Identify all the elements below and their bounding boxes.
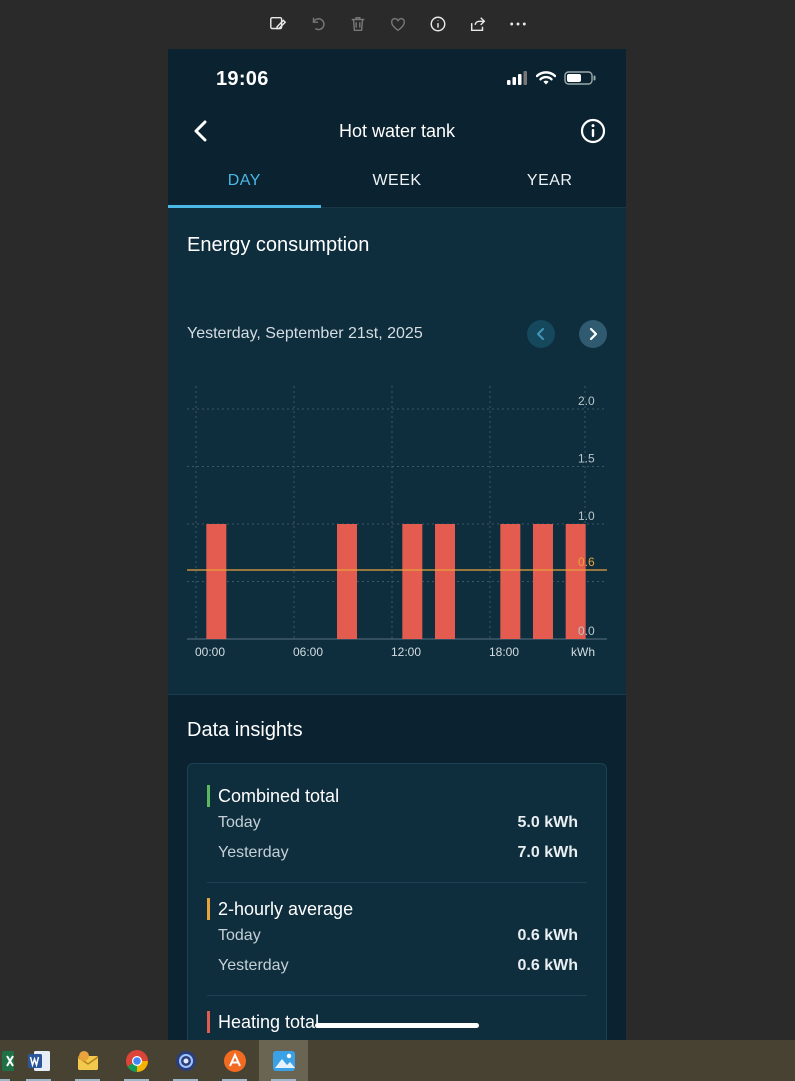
- edit-image-icon[interactable]: [267, 13, 289, 35]
- x-tick-label: 06:00: [293, 645, 323, 659]
- tab-day[interactable]: DAY: [168, 159, 321, 208]
- insight-group-2-hourly-average: 2-hourly average Today 0.6 kWh Yesterday…: [207, 897, 587, 981]
- rotate-icon[interactable]: [307, 13, 329, 35]
- chart-bar: [533, 524, 553, 639]
- insight-group-title: 2-hourly average: [218, 898, 354, 919]
- insight-row: Today 5.0 kWh: [207, 808, 587, 838]
- next-day-button[interactable]: [579, 320, 607, 348]
- divider: [207, 995, 587, 996]
- status-time: 19:06: [216, 68, 269, 90]
- battery-icon: [564, 71, 596, 85]
- energy-consumption-panel: Energy consumption Yesterday, September …: [168, 208, 626, 695]
- outlook-icon[interactable]: [63, 1040, 112, 1081]
- insight-group-title: Heating total: [218, 1011, 320, 1032]
- period-tabs: DAY WEEK YEAR: [168, 159, 626, 208]
- energy-chart: 0.6 0.0 1.0 1.5 2.0 00:00 06:00 12:00 18:00 kWh: [187, 386, 607, 659]
- chevron-left-icon: [194, 120, 207, 142]
- insight-group-title: Combined total: [218, 785, 340, 806]
- wifi-icon: [536, 71, 556, 85]
- taskbar: [0, 1040, 795, 1081]
- excel-icon[interactable]: [0, 1040, 14, 1081]
- page-title: Hot water tank: [338, 121, 456, 141]
- insight-row-value: 7.0 kWh: [517, 844, 578, 861]
- chevron-left-icon: [536, 327, 545, 341]
- insight-color-bar: [207, 898, 210, 920]
- share-icon[interactable]: [467, 13, 489, 35]
- x-tick-label: 12:00: [391, 645, 421, 659]
- x-tick-label: 18:00: [489, 645, 519, 659]
- more-icon[interactable]: [507, 13, 529, 35]
- photos-icon[interactable]: [259, 1040, 308, 1081]
- chart-bar: [206, 524, 227, 639]
- average-label: 0.6: [578, 555, 595, 569]
- previous-day-button[interactable]: [527, 320, 555, 348]
- insight-row-value: 5.0 kWh: [517, 814, 578, 831]
- date-label: Yesterday, September 21st, 2025: [187, 325, 423, 342]
- insight-row: Yesterday 7.0 kWh: [207, 838, 587, 868]
- word-icon[interactable]: [14, 1040, 63, 1081]
- chart-bar: [500, 524, 521, 639]
- favorite-icon[interactable]: [387, 13, 409, 35]
- chart-bar: [565, 524, 586, 639]
- delete-icon[interactable]: [347, 13, 369, 35]
- insight-color-bar: [207, 785, 210, 807]
- insight-row-value: 0.6 kWh: [517, 927, 578, 944]
- viewer-toolbar: [0, 0, 795, 48]
- status-bar: 19:06: [168, 49, 626, 109]
- chrome-icon[interactable]: [112, 1040, 161, 1081]
- insight-row: Today 0.6 kWh: [207, 921, 587, 951]
- app-icon[interactable]: [161, 1040, 210, 1081]
- insight-group-header: Heating total: [207, 1010, 587, 1034]
- chart-bar: [435, 524, 455, 639]
- insight-color-bar: [207, 1011, 210, 1033]
- avast-icon[interactable]: [210, 1040, 259, 1081]
- y-tick-label: 1.5: [578, 452, 595, 466]
- insight-group-header: Combined total: [207, 784, 587, 808]
- y-tick-label: 2.0: [578, 394, 595, 408]
- insight-group-heating-total: Heating total: [207, 1010, 587, 1034]
- chart-bar: [402, 524, 423, 639]
- insight-row: Yesterday 0.6 kWh: [207, 951, 587, 981]
- divider: [207, 882, 587, 883]
- insight-row-value: 0.6 kWh: [517, 957, 578, 974]
- chevron-right-icon: [589, 327, 598, 341]
- phone-screen: 19:06 Hot wate: [168, 49, 626, 1040]
- back-button[interactable]: [190, 119, 212, 143]
- x-tick-label: 00:00: [195, 645, 225, 659]
- status-icons: [506, 71, 596, 85]
- insight-row-label: Today: [218, 814, 261, 831]
- insights-title: Data insights: [187, 719, 303, 741]
- insights-card: Combined total Today 5.0 kWh Yesterday 7…: [187, 763, 607, 1040]
- info-circle-icon: [580, 118, 606, 144]
- insight-row-label: Yesterday: [218, 844, 289, 861]
- y-tick-label: 1.0: [578, 509, 595, 523]
- app-header: Hot water tank: [168, 109, 626, 153]
- tab-week[interactable]: WEEK: [372, 172, 422, 189]
- insight-group-combined-total: Combined total Today 5.0 kWh Yesterday 7…: [207, 784, 587, 868]
- unit-label: kWh: [571, 645, 595, 659]
- info-icon[interactable]: [427, 13, 449, 35]
- insight-row-label: Yesterday: [218, 957, 289, 974]
- insight-row-label: Today: [218, 927, 261, 944]
- info-button[interactable]: [580, 118, 606, 144]
- tab-year[interactable]: YEAR: [526, 172, 573, 189]
- chart-bar: [337, 524, 357, 639]
- insight-group-header: 2-hourly average: [207, 897, 587, 921]
- home-indicator: [315, 1023, 479, 1028]
- signal-icon: [507, 71, 527, 85]
- energy-title: Energy consumption: [187, 234, 370, 256]
- y-tick-label: 0.0: [578, 624, 595, 638]
